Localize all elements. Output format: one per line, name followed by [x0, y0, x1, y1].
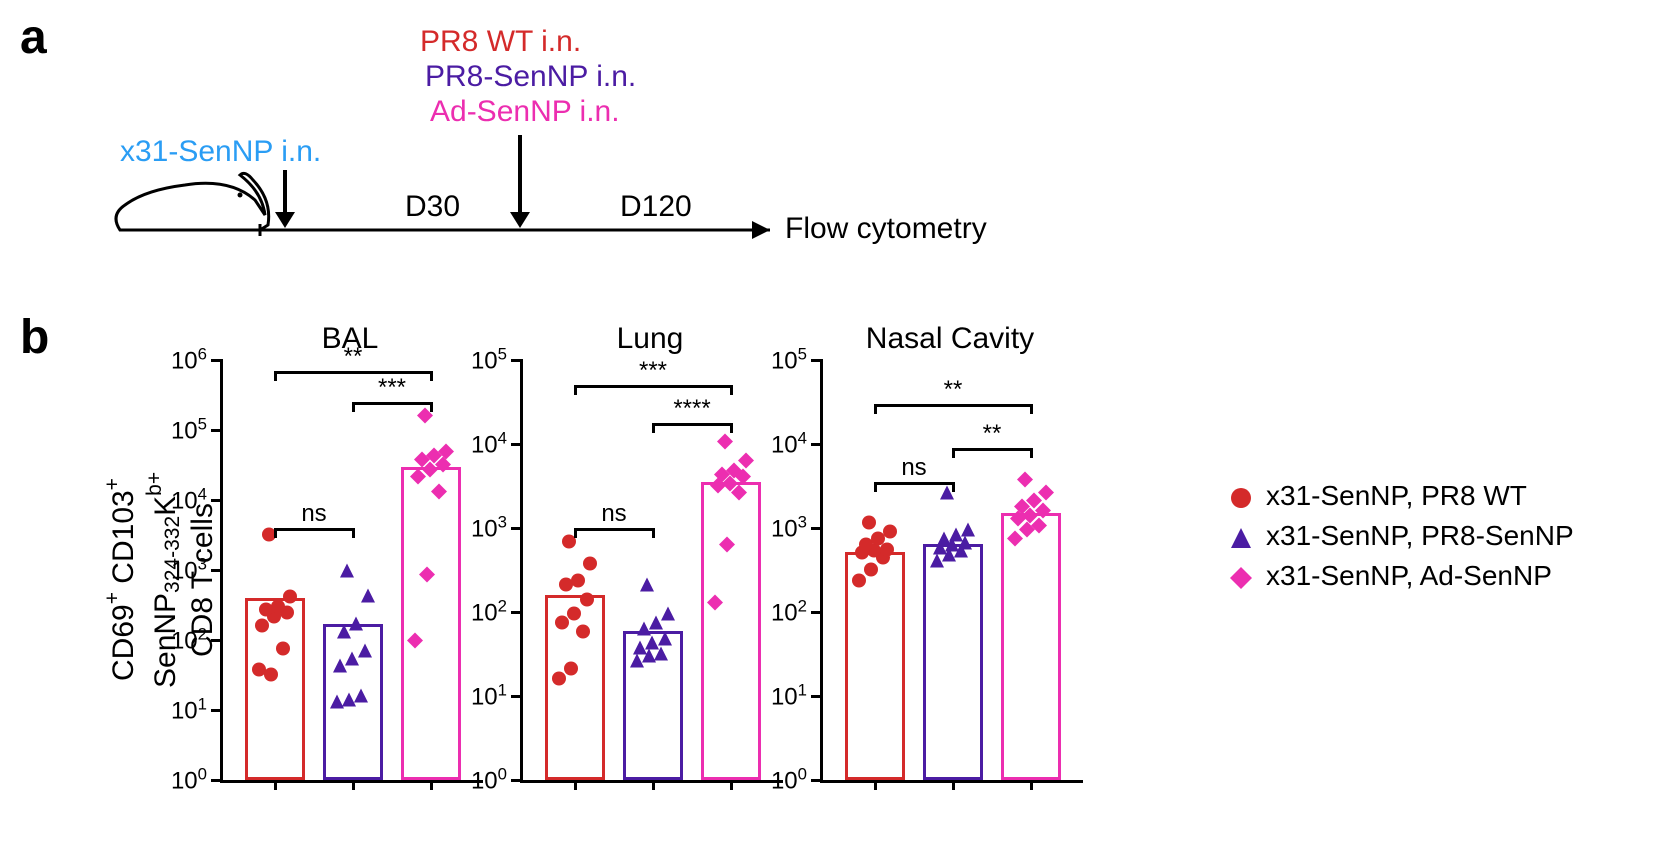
data-point — [407, 633, 423, 654]
ytick-label: 101 — [171, 695, 207, 726]
boost-label: PR8-SenNP i.n. — [425, 60, 636, 94]
chart-title: Lung — [520, 322, 780, 356]
ytick-label: 102 — [471, 597, 507, 628]
significance-label: ns — [901, 454, 926, 482]
ytick-label: 104 — [171, 485, 207, 516]
data-point — [438, 444, 454, 465]
ytick-label: 100 — [171, 765, 207, 796]
bar — [1001, 513, 1061, 780]
timeline-label: D30 — [405, 190, 460, 224]
significance-label: *** — [639, 357, 667, 385]
data-point — [360, 587, 376, 608]
data-point — [738, 452, 754, 473]
data-point — [339, 563, 355, 584]
legend-label: x31-SenNP, Ad-SenNP — [1266, 560, 1552, 592]
chart: BAL100101102103104105106ns***** — [220, 360, 480, 783]
data-point — [263, 666, 279, 687]
ytick-label: 103 — [171, 555, 207, 586]
bar — [923, 544, 983, 780]
data-point — [707, 595, 723, 616]
timeline-label: Flow cytometry — [785, 212, 987, 246]
significance-label: *** — [378, 374, 406, 402]
data-point — [563, 660, 579, 681]
plot-area: 100101102103104105ns**** — [820, 360, 1083, 783]
data-point — [960, 521, 976, 542]
bar — [401, 467, 461, 780]
ytick-label: 101 — [771, 681, 807, 712]
plot-area: 100101102103104105ns******* — [520, 360, 783, 783]
data-point — [660, 605, 676, 626]
timeline-label: D120 — [620, 190, 692, 224]
data-point — [575, 623, 591, 644]
ytick-label: 105 — [471, 345, 507, 376]
significance-label: ** — [944, 376, 963, 404]
significance-label: ns — [601, 500, 626, 528]
panel-b-label: b — [20, 310, 49, 365]
significance-label: ** — [983, 420, 1002, 448]
ytick-label: 101 — [471, 681, 507, 712]
ytick-label: 102 — [771, 597, 807, 628]
legend-item: x31-SenNP, Ad-SenNP — [1230, 560, 1574, 592]
data-point — [1038, 484, 1054, 505]
ytick-label: 105 — [171, 415, 207, 446]
data-point — [717, 434, 733, 455]
legend-item: x31-SenNP, PR8 WT — [1230, 480, 1574, 512]
data-point — [639, 576, 655, 597]
prime-label: x31-SenNP i.n. — [120, 135, 321, 169]
plot-area: 100101102103104105106ns***** — [220, 360, 483, 783]
data-point — [882, 523, 898, 544]
significance-label: ns — [301, 500, 326, 528]
panel-a-label: a — [20, 10, 47, 65]
data-point — [582, 556, 598, 577]
legend-label: x31-SenNP, PR8 WT — [1266, 480, 1527, 512]
data-point — [719, 536, 735, 557]
ytick-label: 103 — [771, 513, 807, 544]
chart: Lung100101102103104105ns******* — [520, 360, 780, 783]
panel-a-schematic: PR8 WT i.n.PR8-SenNP i.n.Ad-SenNP i.n. x3… — [90, 20, 990, 280]
data-point — [348, 615, 364, 636]
data-point — [431, 484, 447, 505]
ytick-label: 104 — [771, 429, 807, 460]
data-point — [275, 640, 291, 661]
significance-label: **** — [673, 395, 710, 423]
ytick-label: 100 — [471, 765, 507, 796]
ytick-label: 104 — [471, 429, 507, 460]
chart: Nasal Cavity100101102103104105ns**** — [820, 360, 1080, 783]
data-point — [419, 566, 435, 587]
data-point — [1017, 472, 1033, 493]
ytick-label: 106 — [171, 345, 207, 376]
data-point — [353, 687, 369, 708]
bar — [701, 482, 761, 780]
boost-label: Ad-SenNP i.n. — [430, 95, 620, 129]
data-point — [282, 589, 298, 610]
legend: x31-SenNP, PR8 WT x31-SenNP, PR8-SenNP x31… — [1230, 480, 1574, 600]
legend-label: x31-SenNP, PR8-SenNP — [1266, 520, 1574, 552]
charts-row: BAL100101102103104105106ns*****Lung10010… — [220, 320, 1080, 783]
data-point — [579, 592, 595, 613]
ytick-label: 103 — [471, 513, 507, 544]
boost-label: PR8 WT i.n. — [420, 25, 581, 59]
ytick-label: 102 — [171, 625, 207, 656]
data-point — [357, 643, 373, 664]
legend-item: x31-SenNP, PR8-SenNP — [1230, 520, 1574, 552]
ytick-label: 100 — [771, 765, 807, 796]
chart-title: Nasal Cavity — [820, 322, 1080, 356]
data-point — [861, 514, 877, 535]
ytick-label: 105 — [771, 345, 807, 376]
significance-label: ** — [344, 343, 363, 371]
